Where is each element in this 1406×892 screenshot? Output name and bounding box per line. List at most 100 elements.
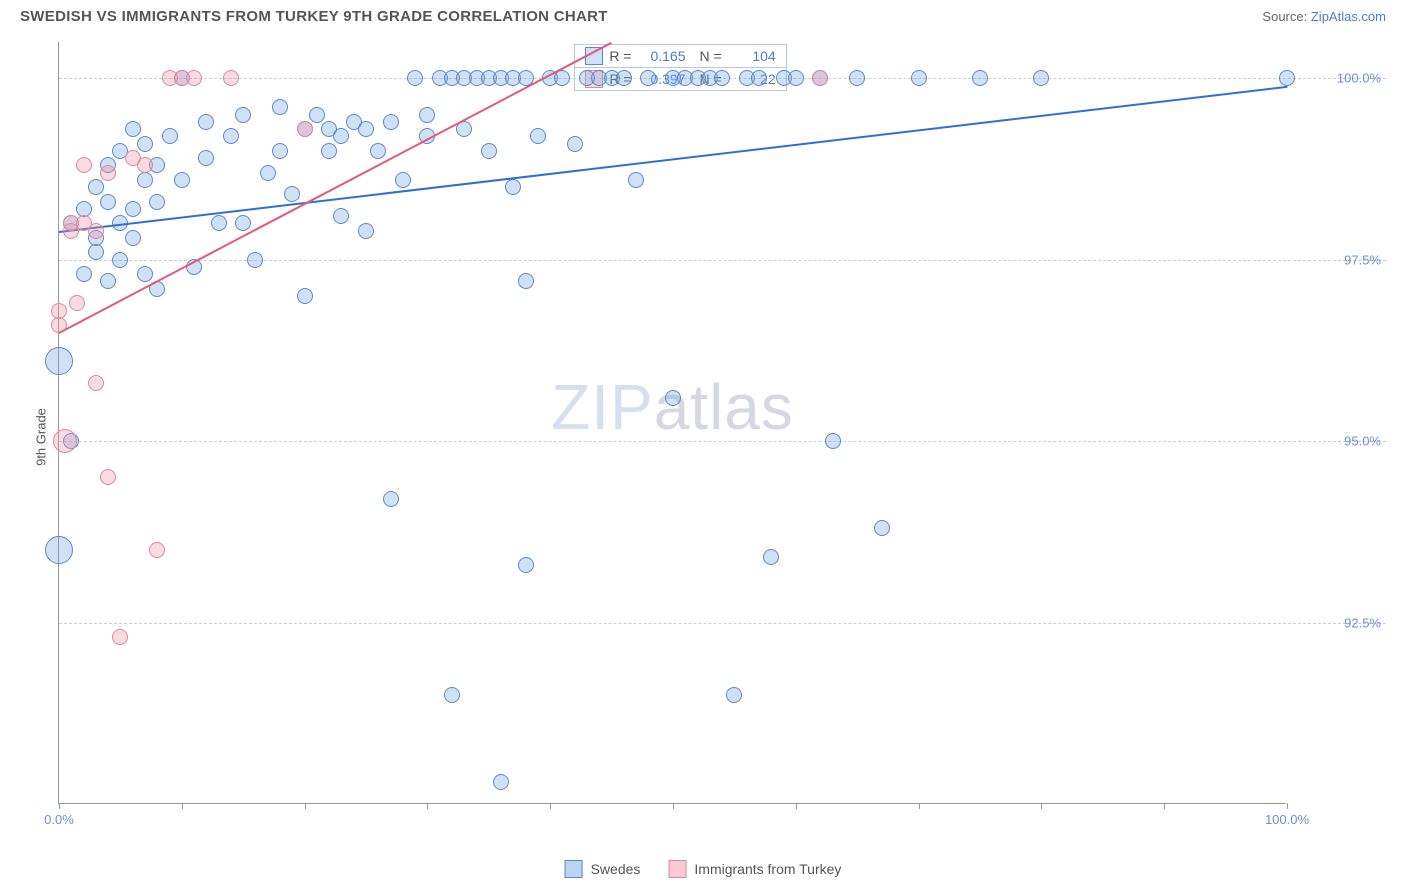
watermark: ZIPatlas — [551, 370, 794, 444]
x-tick — [182, 803, 183, 809]
data-point — [1033, 70, 1049, 86]
data-point — [419, 107, 435, 123]
data-point — [45, 347, 73, 375]
data-point — [554, 70, 570, 86]
y-tick-label: 95.0% — [1344, 434, 1381, 449]
data-point — [567, 136, 583, 152]
n-label: N = — [700, 48, 722, 64]
data-point — [76, 157, 92, 173]
data-point — [321, 143, 337, 159]
data-point — [370, 143, 386, 159]
watermark-thin: atlas — [654, 371, 794, 443]
data-point — [100, 165, 116, 181]
data-point — [284, 186, 300, 202]
y-tick-label: 100.0% — [1337, 71, 1381, 86]
data-point — [125, 121, 141, 137]
data-point — [186, 70, 202, 86]
x-tick — [1041, 803, 1042, 809]
x-tick — [59, 803, 60, 809]
data-point — [665, 390, 681, 406]
data-point — [812, 70, 828, 86]
x-tick — [305, 803, 306, 809]
data-point — [149, 194, 165, 210]
data-point — [297, 121, 313, 137]
data-point — [751, 70, 767, 86]
x-tick-label-max: 100.0% — [1265, 812, 1309, 827]
data-point — [149, 542, 165, 558]
legend-swatch — [668, 860, 686, 878]
source-link[interactable]: ZipAtlas.com — [1311, 9, 1386, 24]
data-point — [640, 70, 656, 86]
data-point — [272, 143, 288, 159]
data-point — [444, 687, 460, 703]
data-point — [788, 70, 804, 86]
data-point — [137, 157, 153, 173]
data-point — [297, 288, 313, 304]
data-point — [518, 273, 534, 289]
data-point — [112, 629, 128, 645]
chart-source: Source: ZipAtlas.com — [1262, 9, 1386, 24]
legend-item: Immigrants from Turkey — [668, 860, 841, 878]
data-point — [137, 136, 153, 152]
x-tick — [919, 803, 920, 809]
data-point — [223, 70, 239, 86]
legend-swatch — [565, 860, 583, 878]
data-point — [616, 70, 632, 86]
data-point — [76, 266, 92, 282]
data-point — [518, 557, 534, 573]
data-point — [137, 172, 153, 188]
data-point — [1279, 70, 1295, 86]
data-point — [235, 107, 251, 123]
n-value: 104 — [728, 48, 776, 64]
y-tick-label: 97.5% — [1344, 252, 1381, 267]
data-point — [763, 549, 779, 565]
data-point — [505, 179, 521, 195]
r-label: R = — [609, 48, 631, 64]
data-point — [481, 143, 497, 159]
data-point — [247, 252, 263, 268]
data-point — [88, 244, 104, 260]
x-tick — [550, 803, 551, 809]
data-point — [874, 520, 890, 536]
data-point — [100, 273, 116, 289]
data-point — [137, 266, 153, 282]
data-point — [825, 433, 841, 449]
data-point — [628, 172, 644, 188]
data-point — [714, 70, 730, 86]
data-point — [174, 172, 190, 188]
data-point — [309, 107, 325, 123]
data-point — [358, 223, 374, 239]
x-tick — [1164, 803, 1165, 809]
data-point — [530, 128, 546, 144]
legend-label: Swedes — [591, 861, 641, 877]
data-point — [88, 179, 104, 195]
data-point — [333, 208, 349, 224]
y-axis-label: 9th Grade — [33, 408, 48, 466]
r-value: 0.165 — [638, 48, 686, 64]
x-tick-label-min: 0.0% — [44, 812, 74, 827]
data-point — [383, 114, 399, 130]
data-point — [333, 128, 349, 144]
data-point — [358, 121, 374, 137]
data-point — [100, 194, 116, 210]
watermark-bold: ZIP — [551, 371, 654, 443]
trend-line — [59, 42, 613, 334]
data-point — [125, 230, 141, 246]
data-point — [198, 114, 214, 130]
data-point — [972, 70, 988, 86]
data-point — [198, 150, 214, 166]
data-point — [235, 215, 251, 231]
data-point — [88, 375, 104, 391]
data-point — [223, 128, 239, 144]
data-point — [260, 165, 276, 181]
x-tick — [673, 803, 674, 809]
x-tick — [796, 803, 797, 809]
data-point — [125, 201, 141, 217]
data-point — [211, 215, 227, 231]
data-point — [69, 295, 85, 311]
chart-area: 9th Grade ZIPatlas R =0.165N =104R =0.39… — [40, 42, 1386, 832]
gridline — [59, 441, 1386, 442]
chart-title: SWEDISH VS IMMIGRANTS FROM TURKEY 9TH GR… — [20, 8, 608, 25]
data-point — [395, 172, 411, 188]
data-point — [911, 70, 927, 86]
